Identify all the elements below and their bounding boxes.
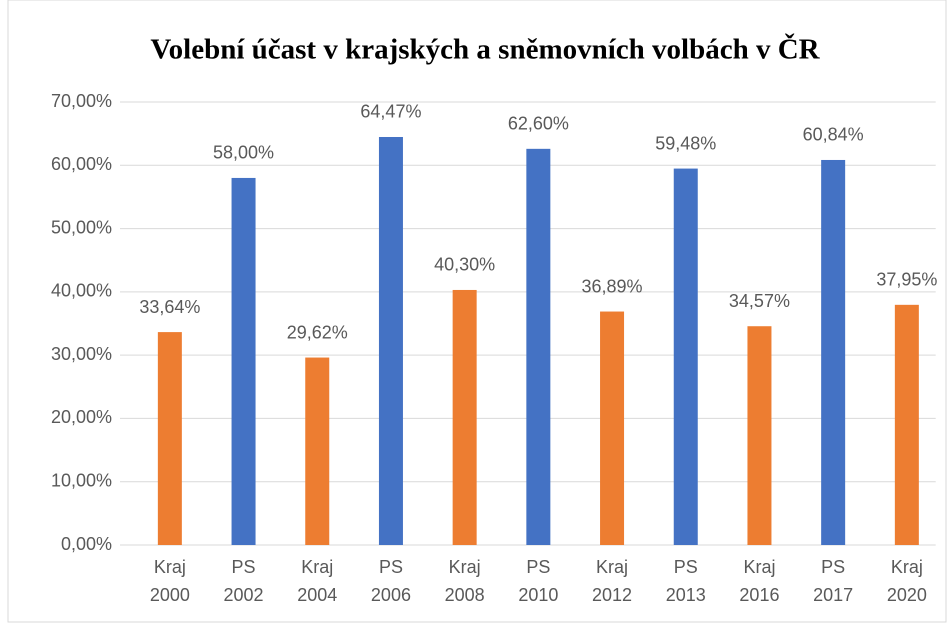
data-label: 36,89% [582, 276, 643, 296]
y-tick-label: 40,00% [51, 281, 112, 301]
bar [600, 311, 625, 545]
x-tick-label: Kraj 2020 [887, 557, 927, 605]
data-label: 40,30% [434, 255, 495, 275]
bar [305, 357, 330, 545]
data-label: 29,62% [287, 322, 348, 342]
chart-title: Volební účast v krajských a sněmovních v… [150, 33, 820, 66]
y-tick-label: 50,00% [51, 217, 112, 237]
data-label: 60,84% [803, 125, 864, 145]
data-label: 58,00% [213, 143, 274, 163]
y-tick-label: 20,00% [51, 407, 112, 427]
y-tick-label: 60,00% [51, 154, 112, 174]
x-tick-label: PS 2010 [518, 557, 558, 605]
x-tick-label: Kraj 2012 [592, 557, 632, 605]
bar [157, 332, 182, 545]
bar [378, 136, 403, 545]
bar [526, 148, 551, 545]
y-tick-label: 30,00% [51, 344, 112, 364]
x-tick-label: PS 2017 [813, 557, 853, 605]
x-tick-label: Kraj 2008 [445, 557, 485, 605]
bar [452, 289, 477, 545]
data-label: 37,95% [876, 270, 937, 290]
x-tick-label: PS 2002 [224, 557, 264, 605]
bar [894, 304, 919, 545]
data-label: 64,47% [360, 102, 421, 122]
data-label: 33,64% [139, 297, 200, 317]
data-label: 62,60% [508, 114, 569, 134]
bar [747, 326, 772, 545]
x-tick-label: PS 2013 [666, 557, 706, 605]
x-tick-label: Kraj 2016 [739, 557, 779, 605]
bar [231, 177, 256, 545]
x-tick-label: Kraj 2004 [297, 557, 337, 605]
data-label: 34,57% [729, 291, 790, 311]
bar [673, 168, 698, 545]
y-tick-label: 70,00% [51, 91, 112, 111]
x-tick-label: Kraj 2000 [150, 557, 190, 605]
y-tick-label: 0,00% [61, 534, 112, 554]
bar [821, 159, 846, 545]
x-tick-label: PS 2006 [371, 557, 411, 605]
data-label: 59,48% [655, 133, 716, 153]
y-tick-label: 10,00% [51, 470, 112, 490]
